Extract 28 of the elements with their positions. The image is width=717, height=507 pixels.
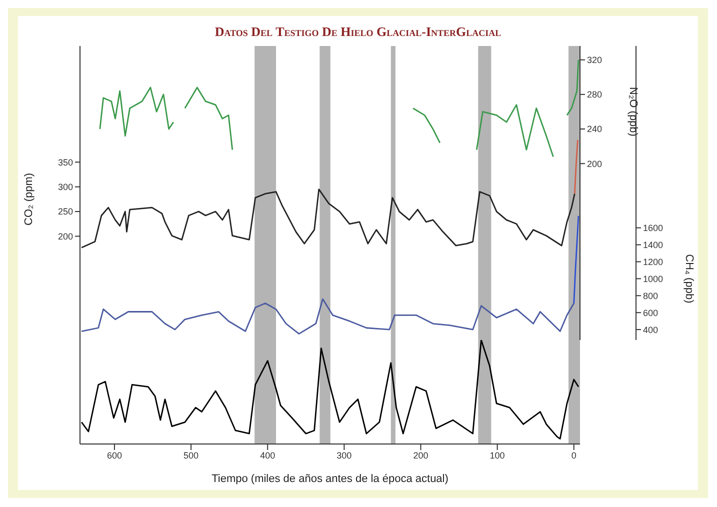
x-tick-label: 500 — [184, 450, 199, 460]
y2-tick-label: 320 — [587, 55, 602, 66]
y2-tick-label: 280 — [587, 90, 602, 100]
line-series — [80, 188, 576, 248]
y3-tick-label: 800 — [643, 290, 658, 301]
y2-tick-label: 240 — [587, 124, 602, 134]
y3-tick-label: 1200 — [643, 256, 664, 267]
y2-tick-label: 200 — [587, 158, 602, 169]
x-axis-title: Tiempo (miles de años antes de la época actual) — [212, 473, 448, 485]
y3-tick-label: 1000 — [643, 274, 664, 284]
x-tick-label: 600 — [106, 450, 122, 460]
y3-tick-label: 1600 — [643, 223, 664, 234]
y3-tick-label: 600 — [643, 308, 658, 318]
y-tick-label: 200 — [58, 231, 73, 242]
x-tick-label: 0 — [571, 450, 576, 460]
y-tick-label: 350 — [58, 157, 73, 168]
chart-title: Datos Del Testigo De Hielo Glacial-InterGlacial — [214, 23, 502, 40]
x-tick-label: 100 — [490, 450, 505, 460]
y3-tick-label: 400 — [643, 324, 658, 335]
y-tick-label: 250 — [58, 206, 73, 217]
x-tick-label: 400 — [260, 450, 276, 460]
y-tick-label: 300 — [58, 182, 73, 192]
y3-axis-title: CH₄ (ppb) — [683, 254, 695, 304]
x-tick-label: 300 — [336, 450, 352, 460]
y-axis-title: CO₂ (ppm) — [23, 172, 35, 226]
x-tick-label: 200 — [413, 450, 428, 460]
y3-tick-label: 1400 — [643, 240, 664, 250]
line-series — [80, 298, 575, 335]
